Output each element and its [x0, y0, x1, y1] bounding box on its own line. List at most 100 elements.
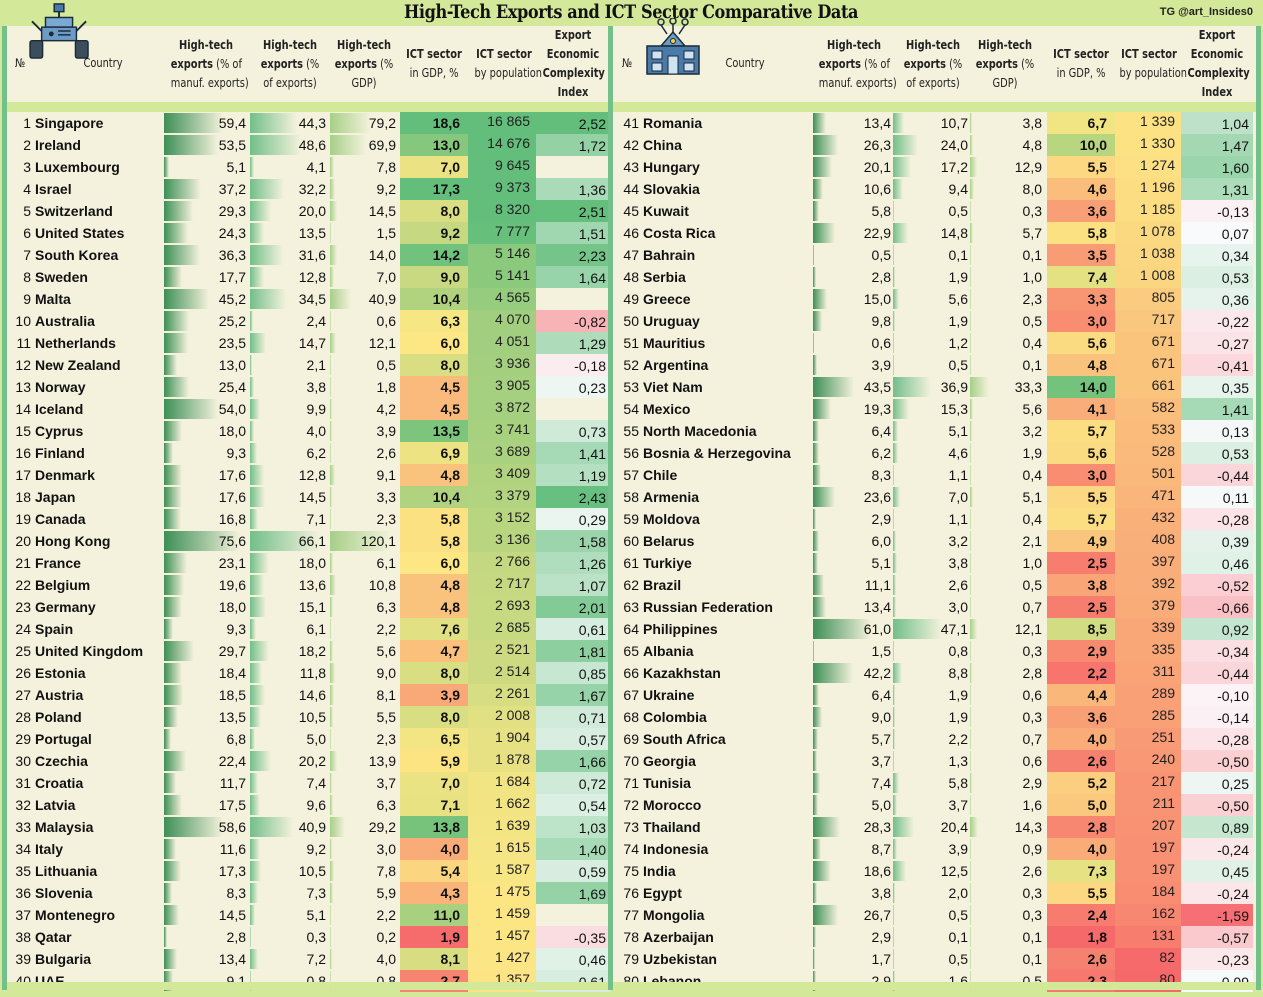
row-number: 4 [23, 181, 31, 197]
cell-value: 2,1 [1022, 533, 1042, 549]
eci-cell: -0,44 [1181, 464, 1253, 486]
cell-value: 6,0 [871, 533, 891, 549]
cell-value: 14,8 [940, 225, 968, 241]
eci-cell: -0,57 [1181, 926, 1253, 948]
header-ht-gdp-line1: High-tech [337, 38, 391, 52]
data-bar [893, 949, 894, 969]
ht-gdp-cell: 7,8 [330, 157, 398, 177]
data-bar [970, 509, 971, 529]
ict-gdp-cell: 13,5 [400, 420, 468, 442]
eci-cell: 0,23 [536, 376, 610, 398]
ict-gdp-cell: 4,8 [400, 596, 468, 618]
data-bar [893, 795, 897, 815]
ht-manuf-cell: 3,7 [813, 751, 893, 771]
title-bar: High-Tech Exports and ICT Sector Compara… [0, 0, 1263, 26]
cell-value: 1,9 [1022, 445, 1042, 461]
data-bar [164, 729, 171, 749]
cell-value: 8,0 [1022, 181, 1042, 197]
row-number: 77 [623, 907, 639, 923]
cell-value: 15,3 [940, 401, 968, 417]
country-name: Belarus [643, 533, 695, 549]
ict-gdp-cell: 4,0 [1047, 838, 1115, 860]
data-bar [330, 531, 392, 551]
ht-manuf-cell: 9,3 [164, 443, 248, 463]
ict-gdp-cell: 8,1 [400, 948, 468, 970]
ht-manuf-cell: 25,2 [164, 311, 248, 331]
header-no-label: № [14, 56, 26, 70]
data-bar [164, 267, 182, 287]
ict-gdp-cell: 5,6 [1047, 332, 1115, 354]
cell-value: 23,6 [863, 489, 891, 505]
ht-manuf-cell: 22,4 [164, 751, 248, 771]
eci-cell: 1,51 [536, 222, 610, 244]
eci-cell: -0,24 [1181, 838, 1253, 860]
data-bar [164, 751, 187, 771]
ht-manuf-cell: 45,2 [164, 289, 248, 309]
ht-exports-cell: 15,3 [893, 399, 970, 419]
cell-value: 17,2 [940, 159, 968, 175]
eci-cell: 2,01 [536, 596, 610, 618]
row-number: 71 [623, 775, 639, 791]
data-bar [970, 531, 972, 551]
cell-value: 0,9 [1022, 841, 1042, 857]
row-number: 78 [623, 929, 639, 945]
country-name-cell: Estonia [35, 662, 159, 684]
data-bar [164, 883, 173, 903]
eci-cell: -0,18 [536, 354, 610, 376]
ht-exports-cell: 20,4 [893, 817, 970, 837]
row-number: 49 [623, 291, 639, 307]
cell-value: 2,0 [948, 885, 968, 901]
ict-population-cell: 2 717 [468, 574, 536, 596]
data-bar [813, 245, 814, 265]
row-number: 42 [623, 137, 639, 153]
cell-value: 24,3 [218, 225, 246, 241]
data-bar [813, 157, 833, 177]
ict-gdp-cell: 2,9 [1047, 640, 1115, 662]
country-name-cell: Bosnia & Herzegovina [643, 442, 809, 464]
country-name: Tunisia [643, 775, 691, 791]
ht-exports-cell: 3,0 [893, 597, 970, 617]
cell-value: 61,0 [863, 621, 891, 637]
data-bar [164, 971, 174, 991]
country-name-cell: Italy [35, 838, 159, 860]
data-bar [970, 905, 971, 925]
data-bar [813, 685, 820, 705]
table-row: 26 Estonia 18,4 11,8 9,0 8,0 2 514 0,85 [7, 662, 610, 684]
ht-exports-cell: 5,6 [893, 289, 970, 309]
cell-value: 3,2 [948, 533, 968, 549]
row-number: 19 [15, 511, 31, 527]
data-bar [164, 619, 174, 639]
cell-value: 18,4 [218, 665, 246, 681]
country-name: Turkiye [643, 555, 692, 571]
ict-gdp-cell: 6,0 [400, 332, 468, 354]
table-row: 38 Qatar 2,8 0,3 0,2 1,9 1 457 -0,35 [7, 926, 610, 948]
country-name-cell: Chile [643, 464, 809, 486]
cell-value: 7,2 [306, 951, 326, 967]
cell-value: 18,0 [218, 599, 246, 615]
ht-gdp-cell: 0,6 [970, 685, 1044, 705]
header-ht-exports-line2: exports [260, 57, 303, 71]
row-number: 7 [23, 247, 31, 263]
data-bar [813, 377, 855, 397]
country-name: Belgium [35, 577, 91, 593]
ict-gdp-cell: 5,8 [400, 530, 468, 552]
country-name-cell: Singapore [35, 112, 159, 134]
data-bar [330, 773, 332, 793]
ht-manuf-cell: 18,5 [164, 685, 248, 705]
ict-gdp-cell: 5,5 [1047, 882, 1115, 904]
cell-value: 0,3 [306, 929, 326, 945]
ict-gdp-cell: 10,0 [1047, 134, 1115, 156]
row-number: 17 [15, 467, 31, 483]
page-title: High-Tech Exports and ICT Sector Compara… [404, 1, 859, 23]
cell-value: 20,4 [940, 819, 968, 835]
header-ict-gdp-line1: ICT sector [1053, 47, 1109, 61]
cell-value: 2,4 [306, 313, 326, 329]
header-ht-gdp: High-tech exports (% GDP) [975, 36, 1036, 93]
header-ht-gdp-line3: (% [376, 57, 394, 71]
row-number: 24 [15, 621, 31, 637]
header-eci-line3: Complexity [542, 66, 605, 80]
country-name-cell: Ireland [35, 134, 159, 156]
data-bar [330, 553, 334, 573]
country-name: Latvia [35, 797, 76, 813]
table-row: 4 Israel 37,2 32,2 9,2 17,3 9 373 1,36 [7, 178, 610, 200]
